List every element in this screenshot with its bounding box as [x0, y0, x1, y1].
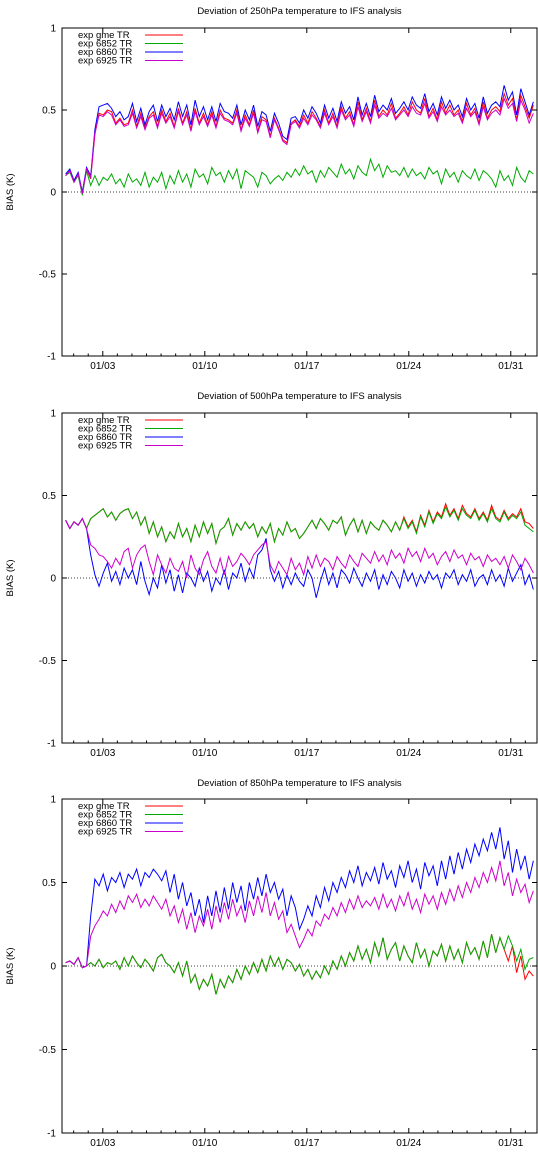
series-line-3	[65, 517, 534, 598]
series-line-3	[65, 85, 534, 193]
x-tick-label: 01/03	[90, 361, 115, 372]
legend-label: exp 6852 TR	[78, 424, 132, 435]
y-tick-label: 0.5	[42, 878, 56, 889]
chart-title: Deviation of 250hPa temperature to IFS a…	[197, 6, 402, 17]
y-tick-label: 0	[50, 962, 56, 973]
series-line-4	[65, 517, 534, 579]
x-tick-label: 01/17	[294, 361, 319, 372]
series-line-2	[65, 157, 534, 196]
chart-panel-3: Deviation of 850hPa temperature to IFS a…	[5, 778, 538, 1149]
legend-label: exp 6925 TR	[78, 827, 132, 838]
x-tick-label: 01/10	[192, 1138, 217, 1149]
y-axis-label: BIAS (K)	[5, 174, 16, 211]
legend-label: exp 6860 TR	[78, 818, 132, 829]
series-line-2	[65, 505, 534, 546]
x-tick-label: 01/24	[396, 1138, 421, 1149]
y-tick-label: -1	[47, 1129, 56, 1140]
series-line-3	[65, 827, 534, 969]
x-tick-label: 01/24	[396, 361, 421, 372]
legend-label: exp 6860 TR	[78, 432, 132, 443]
x-tick-label: 01/10	[192, 361, 217, 372]
legend-label: exp 6860 TR	[78, 47, 132, 58]
chart-panel-2: Deviation of 500hPa temperature to IFS a…	[5, 391, 538, 759]
y-tick-label: -0.5	[39, 1045, 57, 1056]
y-tick-label: 0.5	[42, 491, 56, 502]
legend-label: exp gme TR	[78, 801, 130, 812]
y-tick-label: -0.5	[39, 270, 57, 281]
y-tick-label: 1	[50, 24, 56, 35]
x-tick-label: 01/03	[90, 1138, 115, 1149]
series-line-4	[65, 96, 534, 194]
y-axis-label: BIAS (K)	[5, 948, 16, 985]
legend-label: exp 6925 TR	[78, 56, 132, 67]
x-tick-label: 01/31	[498, 361, 523, 372]
chart-title: Deviation of 500hPa temperature to IFS a…	[197, 391, 402, 402]
x-tick-label: 01/10	[192, 748, 217, 759]
y-tick-label: -1	[47, 352, 56, 363]
x-tick-label: 01/17	[294, 748, 319, 759]
chart-title: Deviation of 850hPa temperature to IFS a…	[197, 778, 402, 789]
legend-label: exp gme TR	[78, 30, 130, 41]
y-axis-label: BIAS (K)	[5, 560, 16, 597]
series-line-1	[65, 91, 534, 194]
y-tick-label: 0	[50, 574, 56, 585]
x-tick-label: 01/03	[90, 748, 115, 759]
legend-label: exp 6852 TR	[78, 810, 132, 821]
y-tick-label: 0	[50, 188, 56, 199]
x-tick-label: 01/17	[294, 1138, 319, 1149]
y-tick-label: 0.5	[42, 106, 56, 117]
y-tick-label: -0.5	[39, 656, 57, 667]
series-line-2	[65, 934, 534, 995]
y-tick-label: 1	[50, 795, 56, 806]
series-line-4	[65, 860, 534, 969]
x-tick-label: 01/31	[498, 1138, 523, 1149]
legend-label: exp 6852 TR	[78, 39, 132, 50]
legend-label: exp gme TR	[78, 415, 130, 426]
legend-label: exp 6925 TR	[78, 441, 132, 452]
y-tick-label: 1	[50, 409, 56, 420]
y-tick-label: -1	[47, 739, 56, 750]
x-tick-label: 01/24	[396, 748, 421, 759]
chart-panel-1: Deviation of 250hPa temperature to IFS a…	[5, 6, 538, 372]
x-tick-label: 01/31	[498, 748, 523, 759]
